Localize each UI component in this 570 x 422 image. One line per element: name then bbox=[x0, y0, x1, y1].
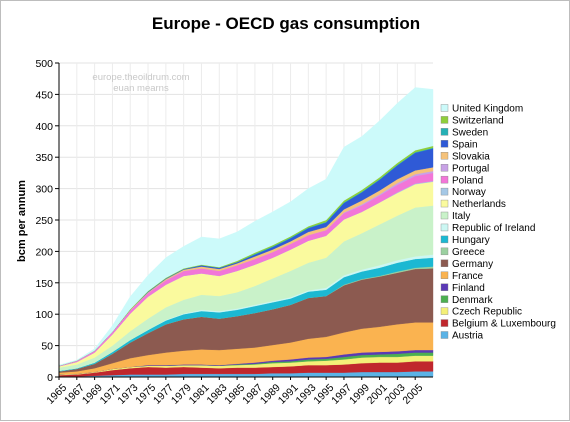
legend-swatch bbox=[440, 259, 449, 267]
legend-swatch bbox=[440, 295, 449, 303]
legend-swatch bbox=[440, 235, 449, 244]
legend-label: Hungary bbox=[452, 235, 490, 246]
legend-label: Spain bbox=[452, 139, 478, 150]
legend-label: Sweden bbox=[452, 127, 488, 138]
chart-title: Europe - OECD gas consumption bbox=[152, 14, 420, 33]
y-tick-label: 0 bbox=[47, 372, 53, 384]
legend-label: United Kingdom bbox=[452, 104, 523, 115]
legend-swatch bbox=[440, 163, 449, 172]
legend-label: Italy bbox=[452, 211, 470, 222]
y-tick-label: 250 bbox=[35, 215, 53, 227]
legend-label: Germany bbox=[452, 259, 493, 270]
area-series bbox=[58, 87, 434, 378]
legend-label: Finland bbox=[452, 283, 485, 294]
legend-label: Norway bbox=[452, 187, 486, 198]
legend-swatch bbox=[440, 187, 449, 196]
y-tick-label: 200 bbox=[35, 246, 53, 258]
legend-swatch bbox=[440, 104, 449, 112]
legend-label: Slovakia bbox=[452, 151, 490, 162]
legend-label: Portugal bbox=[452, 163, 489, 174]
y-tick-label: 350 bbox=[35, 152, 53, 164]
watermark-text: euan mearns bbox=[113, 83, 169, 94]
legend-swatch bbox=[440, 175, 449, 184]
legend-swatch bbox=[440, 116, 449, 124]
y-axis-label: bcm per annum bbox=[16, 180, 28, 262]
y-tick-label: 150 bbox=[35, 278, 53, 290]
y-tick-label: 500 bbox=[35, 58, 53, 70]
legend-label: Switzerland bbox=[452, 116, 504, 127]
legend-label: Austria bbox=[452, 331, 484, 342]
y-tick-labels: 0 50 100 150 200 250 300 350 400 450 500 bbox=[35, 58, 59, 384]
x-tick-labels: 1965196719691971197319751977197919811983… bbox=[44, 377, 426, 407]
legend-label: Czech Republic bbox=[452, 307, 522, 318]
legend-swatch bbox=[440, 128, 449, 136]
area-united-kingdom bbox=[58, 87, 434, 366]
y-tick-label: 50 bbox=[41, 341, 53, 353]
y-tick-label: 450 bbox=[35, 89, 53, 101]
legend-label: Netherlands bbox=[452, 199, 506, 210]
y-tick-label: 100 bbox=[35, 309, 53, 321]
legend-swatch bbox=[440, 283, 449, 291]
y-tick-label: 400 bbox=[35, 121, 53, 133]
legend-label: Republic of Ireland bbox=[452, 223, 535, 234]
legend-swatch bbox=[440, 223, 449, 232]
legend-swatch bbox=[440, 199, 449, 208]
legend-label: France bbox=[452, 271, 484, 282]
legend-label: Denmark bbox=[452, 295, 494, 306]
legend-label: Greece bbox=[452, 247, 485, 258]
legend-swatch bbox=[440, 307, 449, 315]
x-tick-label: 2005 bbox=[400, 382, 425, 407]
legend-swatch bbox=[440, 152, 449, 160]
legend-swatch bbox=[440, 271, 449, 279]
y-tick-label: 300 bbox=[35, 184, 53, 196]
legend-label: Poland bbox=[452, 175, 483, 186]
legend-label: Belgium & Luxembourg bbox=[452, 319, 556, 330]
legend-swatch bbox=[440, 319, 449, 327]
watermark-text: europe.theoildrum.com bbox=[92, 72, 189, 83]
legend-swatch bbox=[440, 331, 449, 339]
legend-swatch bbox=[440, 140, 449, 148]
legend-swatch bbox=[440, 211, 449, 220]
legend-swatch bbox=[440, 247, 449, 256]
